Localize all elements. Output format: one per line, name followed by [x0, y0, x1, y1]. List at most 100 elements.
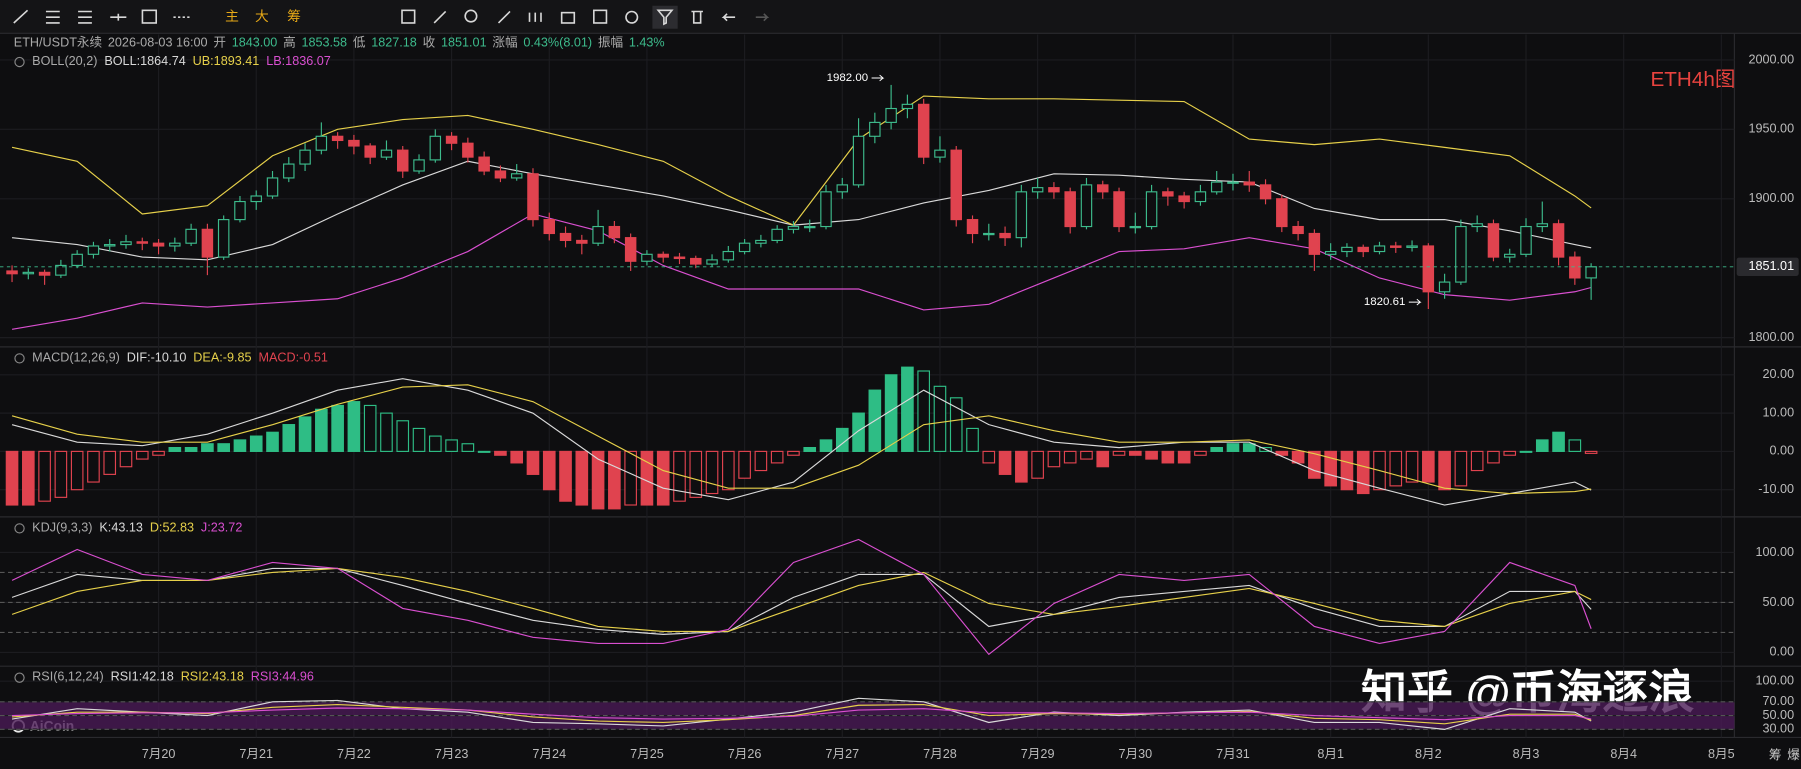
candle-body [1292, 225, 1304, 235]
candle-body [120, 241, 132, 246]
corner-label[interactable]: 筹 [1769, 747, 1782, 762]
histogram-bar [1145, 450, 1158, 460]
y-tick-label: 1900.00 [1748, 191, 1794, 205]
toolbar-label[interactable]: 筹 [287, 8, 301, 24]
histogram-bar [738, 450, 751, 479]
x-tick-label: 7月29 [1021, 747, 1055, 761]
icon[interactable] [560, 11, 576, 24]
x-tick-label: 7月21 [239, 747, 273, 761]
icon[interactable] [13, 9, 29, 24]
icon[interactable] [656, 9, 674, 26]
candle-body [1552, 223, 1565, 258]
histogram-bar [1584, 450, 1598, 454]
indicator-icon [14, 353, 25, 364]
legend-entry: RSI3:44.96 [251, 670, 314, 684]
histogram-bar [787, 450, 800, 456]
histogram-bar [184, 447, 198, 452]
candle-body [1308, 232, 1321, 255]
icon[interactable] [433, 10, 447, 24]
icon[interactable] [691, 10, 703, 24]
indicator-line [12, 703, 1592, 725]
header-item: ETH/USDT永续 [14, 36, 103, 50]
indicator-line [11, 697, 1592, 730]
histogram-bar [722, 450, 735, 491]
histogram-bar [87, 450, 100, 483]
header-item: 低 [353, 36, 366, 50]
candle-body [266, 177, 279, 197]
icon[interactable] [401, 9, 416, 24]
header-item: 0.43%(8.01) [523, 36, 592, 50]
histogram-bar [1356, 450, 1370, 495]
header-item: 1853.58 [301, 36, 347, 50]
x-tick-label: 7月31 [1216, 747, 1250, 761]
indicator-title: KDJ(9,3,3) [32, 521, 92, 535]
histogram-bar [1080, 450, 1093, 460]
icon-selected[interactable] [652, 5, 678, 29]
histogram-bar [412, 427, 426, 452]
candle-body [136, 241, 149, 244]
candle-body [543, 219, 556, 235]
icon[interactable] [78, 10, 92, 24]
histogram-bar [608, 450, 621, 510]
y-tick-label: -10.00 [1758, 482, 1794, 496]
candle-body [1178, 195, 1190, 203]
candle-body [641, 253, 653, 262]
x-tick-label: 8月5 [1708, 747, 1735, 761]
candle-body [1259, 184, 1272, 200]
toolbar-label[interactable]: 主 [225, 9, 239, 24]
icon[interactable] [497, 10, 511, 24]
indicator-legend: BOLL(20,2) BOLL:1864.74 UB:1893.41 LB:1836.… [32, 54, 331, 68]
corner-label[interactable]: 爆 [1787, 748, 1800, 762]
candle-body [1520, 225, 1532, 255]
candle-body [462, 142, 474, 158]
icon[interactable] [755, 13, 770, 22]
legend-entry: RSI1:42.18 [111, 670, 174, 684]
histogram-bar [331, 404, 344, 452]
icon[interactable] [464, 9, 478, 23]
candle-body [950, 149, 962, 221]
candle-body [429, 135, 442, 161]
indicator-icon [14, 672, 25, 683]
histogram-bar [1047, 450, 1061, 468]
indicator-legend: RSI(6,12,24) RSI1:42.18 RSI2:43.18 RSI3:44.… [32, 670, 314, 684]
candle-body [966, 219, 979, 235]
x-tick-label: 7月20 [142, 747, 176, 761]
toolbar-label[interactable]: 大 [255, 9, 269, 24]
histogram-bar [949, 397, 963, 452]
candle-body [1227, 181, 1239, 184]
histogram-bar [754, 450, 768, 472]
header-item: 收 [423, 36, 436, 50]
candle-body [201, 228, 214, 258]
histogram-bar [233, 439, 247, 452]
icon[interactable] [593, 9, 608, 24]
histogram-bar [1096, 450, 1110, 468]
icon[interactable] [625, 10, 639, 24]
histogram-bar [542, 450, 556, 491]
legend-entry: BOLL:1864.74 [104, 54, 185, 68]
y-tick-label: 2000.00 [1748, 52, 1794, 66]
candle-body [413, 159, 425, 172]
icon[interactable] [110, 13, 127, 21]
histogram-bar [1454, 450, 1468, 487]
icon[interactable] [721, 13, 736, 22]
indicator-title: RSI(6,12,24) [32, 670, 104, 684]
histogram-bar [982, 450, 996, 464]
candle-body [901, 103, 914, 110]
candle-body [624, 237, 637, 262]
indicator-icon [14, 523, 25, 534]
icon[interactable] [528, 12, 542, 22]
histogram-bar [1470, 450, 1484, 472]
y-tick-label: 1950.00 [1748, 122, 1794, 136]
candle-body [836, 184, 849, 193]
candle-body [152, 242, 165, 247]
histogram-bar [1226, 443, 1240, 452]
candle-body [299, 149, 311, 165]
icon[interactable] [141, 9, 158, 24]
candle-body [576, 239, 588, 244]
histogram-bar [445, 439, 458, 452]
histogram-bar [1161, 450, 1175, 464]
histogram-bar [315, 408, 328, 452]
icon[interactable] [45, 10, 60, 24]
